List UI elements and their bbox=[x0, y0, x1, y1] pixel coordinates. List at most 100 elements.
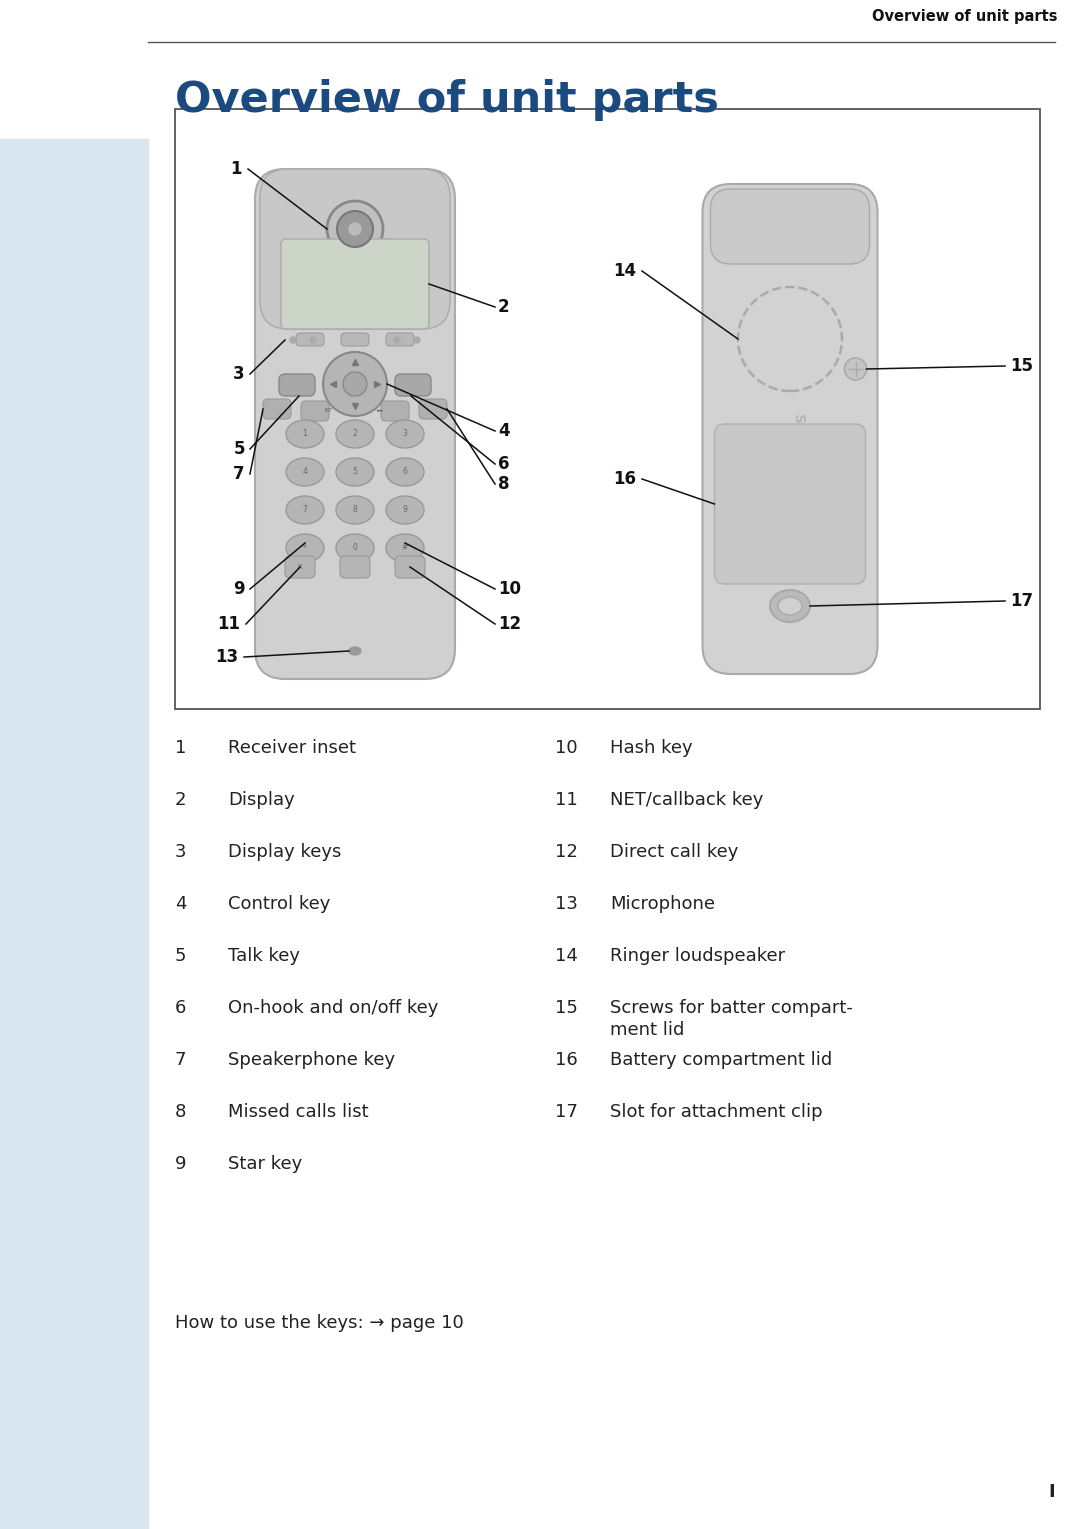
Text: 6: 6 bbox=[403, 468, 407, 477]
Ellipse shape bbox=[336, 459, 374, 486]
FancyBboxPatch shape bbox=[395, 375, 431, 396]
FancyBboxPatch shape bbox=[260, 170, 450, 329]
Text: 2: 2 bbox=[498, 298, 510, 317]
Text: Receiver inset: Receiver inset bbox=[228, 739, 356, 757]
Circle shape bbox=[738, 287, 842, 391]
Text: Control key: Control key bbox=[228, 894, 330, 913]
Text: 15: 15 bbox=[1010, 356, 1032, 375]
Text: 6: 6 bbox=[175, 998, 187, 1017]
Bar bbox=[175, 109, 1040, 709]
Text: 12: 12 bbox=[555, 842, 578, 861]
Circle shape bbox=[337, 211, 373, 248]
Circle shape bbox=[349, 223, 361, 235]
Circle shape bbox=[343, 372, 367, 396]
FancyBboxPatch shape bbox=[386, 333, 414, 346]
Text: Hash key: Hash key bbox=[610, 739, 692, 757]
FancyBboxPatch shape bbox=[715, 424, 865, 584]
Text: Missed calls list: Missed calls list bbox=[228, 1102, 368, 1121]
Text: 9: 9 bbox=[403, 506, 407, 514]
Text: *: * bbox=[303, 543, 307, 552]
Text: Battery compartment lid: Battery compartment lid bbox=[610, 1050, 833, 1069]
Text: Screws for batter compart-: Screws for batter compart- bbox=[610, 998, 853, 1017]
Text: 8: 8 bbox=[175, 1102, 187, 1121]
Text: 16: 16 bbox=[613, 469, 636, 488]
Text: INT: INT bbox=[325, 408, 333, 413]
Text: ►►: ►► bbox=[377, 408, 384, 413]
Text: 13: 13 bbox=[555, 894, 578, 913]
Circle shape bbox=[327, 200, 383, 257]
Text: I: I bbox=[1049, 1483, 1055, 1501]
Text: ment lid: ment lid bbox=[610, 1021, 685, 1040]
Text: Star key: Star key bbox=[228, 1154, 302, 1173]
Text: 11: 11 bbox=[555, 790, 578, 809]
Circle shape bbox=[323, 352, 387, 416]
Ellipse shape bbox=[286, 459, 324, 486]
Text: Display keys: Display keys bbox=[228, 842, 341, 861]
Ellipse shape bbox=[336, 495, 374, 524]
Ellipse shape bbox=[386, 495, 424, 524]
FancyBboxPatch shape bbox=[281, 239, 429, 329]
FancyBboxPatch shape bbox=[419, 399, 447, 419]
Text: SIEMENS: SIEMENS bbox=[791, 414, 805, 483]
Text: 10: 10 bbox=[498, 579, 521, 598]
Text: 12: 12 bbox=[498, 615, 522, 633]
Text: 1: 1 bbox=[175, 739, 187, 757]
Ellipse shape bbox=[286, 534, 324, 563]
Ellipse shape bbox=[778, 596, 802, 615]
Text: 1: 1 bbox=[302, 430, 308, 439]
Text: 17: 17 bbox=[555, 1102, 578, 1121]
Text: Ringer loudspeaker: Ringer loudspeaker bbox=[610, 946, 785, 965]
FancyBboxPatch shape bbox=[341, 333, 369, 346]
Text: 11: 11 bbox=[217, 615, 240, 633]
FancyBboxPatch shape bbox=[381, 401, 409, 420]
FancyBboxPatch shape bbox=[702, 183, 877, 674]
Text: 5: 5 bbox=[352, 468, 357, 477]
Ellipse shape bbox=[386, 534, 424, 563]
Text: Display: Display bbox=[228, 790, 295, 809]
Text: 0: 0 bbox=[352, 543, 357, 552]
Text: SIEMENS: SIEMENS bbox=[333, 304, 378, 313]
Text: 8: 8 bbox=[498, 476, 510, 492]
Ellipse shape bbox=[349, 647, 361, 654]
FancyBboxPatch shape bbox=[285, 557, 315, 578]
Circle shape bbox=[291, 336, 296, 342]
Text: 4: 4 bbox=[498, 422, 510, 440]
Text: 7: 7 bbox=[302, 506, 308, 514]
Text: 9: 9 bbox=[233, 579, 245, 598]
Text: NET/callback key: NET/callback key bbox=[610, 790, 764, 809]
Text: On-hook and on/off key: On-hook and on/off key bbox=[228, 998, 438, 1017]
Text: 14: 14 bbox=[555, 946, 578, 965]
Text: Direct call key: Direct call key bbox=[610, 842, 739, 861]
FancyBboxPatch shape bbox=[395, 557, 426, 578]
Text: 3: 3 bbox=[175, 842, 187, 861]
Text: Slot for attachment clip: Slot for attachment clip bbox=[610, 1102, 823, 1121]
Bar bbox=[0, 139, 148, 1529]
Text: 16: 16 bbox=[555, 1050, 578, 1069]
Ellipse shape bbox=[386, 420, 424, 448]
Circle shape bbox=[414, 336, 420, 342]
Ellipse shape bbox=[336, 534, 374, 563]
FancyBboxPatch shape bbox=[711, 190, 869, 265]
Text: Microphone: Microphone bbox=[610, 894, 715, 913]
Text: 9: 9 bbox=[175, 1154, 187, 1173]
Circle shape bbox=[310, 336, 316, 342]
Text: 2: 2 bbox=[175, 790, 187, 809]
Text: 6: 6 bbox=[498, 456, 510, 472]
Ellipse shape bbox=[286, 495, 324, 524]
Text: 2: 2 bbox=[353, 430, 357, 439]
Circle shape bbox=[394, 336, 400, 342]
Text: How to use the keys: → page 10: How to use the keys: → page 10 bbox=[175, 1313, 463, 1332]
Text: Talk key: Talk key bbox=[228, 946, 300, 965]
Text: 3: 3 bbox=[403, 430, 407, 439]
Text: 5: 5 bbox=[233, 440, 245, 459]
FancyBboxPatch shape bbox=[301, 401, 329, 420]
Text: 1: 1 bbox=[230, 161, 242, 177]
FancyBboxPatch shape bbox=[279, 375, 315, 396]
FancyBboxPatch shape bbox=[255, 170, 455, 679]
Text: 8: 8 bbox=[353, 506, 357, 514]
Text: Overview of unit parts: Overview of unit parts bbox=[873, 9, 1058, 24]
Text: 4: 4 bbox=[302, 468, 308, 477]
Ellipse shape bbox=[286, 420, 324, 448]
FancyBboxPatch shape bbox=[340, 557, 370, 578]
Text: 5: 5 bbox=[175, 946, 187, 965]
